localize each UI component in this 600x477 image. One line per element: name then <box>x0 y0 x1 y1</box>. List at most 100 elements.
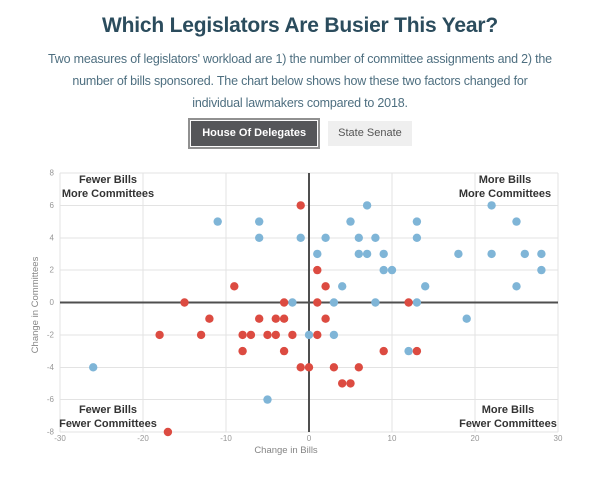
data-point-blue[interactable] <box>454 249 463 259</box>
data-point-blue[interactable] <box>537 249 546 259</box>
x-tick-label: 0 <box>307 434 312 443</box>
chamber-toggle: House Of Delegates State Senate <box>0 118 600 148</box>
data-point-blue[interactable] <box>520 249 529 259</box>
x-tick-label: -30 <box>54 434 66 443</box>
data-point-red[interactable] <box>296 201 305 210</box>
y-tick-label: 8 <box>50 169 55 178</box>
scatter-chart: -30 -20 -10 0 10 20 30 -8 -6 -4 -2 0 2 4 6 8 Change in B… <box>0 164 600 464</box>
data-point-red[interactable] <box>271 314 280 323</box>
x-tick-label: 10 <box>388 434 397 443</box>
zero-axes <box>60 173 558 432</box>
data-point-blue[interactable] <box>296 233 305 242</box>
subtitle-line-2: number of bills sponsored. The chart bel… <box>72 74 528 88</box>
series-red <box>155 201 422 437</box>
data-point-red[interactable] <box>230 282 239 291</box>
state-senate-button[interactable]: State Senate <box>328 120 412 146</box>
svg-text:More Committees: More Committees <box>62 188 154 200</box>
data-point-red[interactable] <box>238 346 247 356</box>
data-point-red[interactable] <box>304 363 314 372</box>
data-point-red[interactable] <box>296 363 305 372</box>
svg-text:More Bills: More Bills <box>482 404 535 416</box>
data-point-blue[interactable] <box>512 217 521 226</box>
data-point-red[interactable] <box>329 363 339 372</box>
data-point-red[interactable] <box>163 427 173 437</box>
data-point-blue[interactable] <box>362 201 372 210</box>
data-point-blue[interactable] <box>313 249 322 259</box>
data-point-red[interactable] <box>196 330 206 340</box>
quadrant-label-top-left: Fewer Bills More Committees <box>62 174 154 200</box>
data-point-blue[interactable] <box>346 217 355 226</box>
data-point-red[interactable] <box>404 298 413 307</box>
data-point-red[interactable] <box>338 379 347 388</box>
data-point-blue[interactable] <box>379 249 388 259</box>
x-tick-label: 30 <box>554 434 563 443</box>
page-root: Which Legislators Are Busier This Year? … <box>0 14 600 477</box>
data-point-blue[interactable] <box>329 330 339 340</box>
x-tick-label: 20 <box>471 434 480 443</box>
y-tick-label: 6 <box>50 201 55 210</box>
data-point-blue[interactable] <box>354 233 363 242</box>
data-point-red[interactable] <box>255 314 264 323</box>
data-point-red[interactable] <box>246 330 256 340</box>
data-point-red[interactable] <box>238 330 247 340</box>
data-point-red[interactable] <box>263 330 272 340</box>
y-tick-label: 4 <box>50 233 55 242</box>
data-point-blue[interactable] <box>338 282 347 291</box>
x-axis-label: Change in Bills <box>254 445 318 456</box>
data-point-blue[interactable] <box>329 298 339 307</box>
data-point-red[interactable] <box>313 265 322 275</box>
data-point-blue[interactable] <box>462 314 471 323</box>
data-point-blue[interactable] <box>412 298 422 307</box>
data-point-red[interactable] <box>279 298 289 307</box>
data-point-red[interactable] <box>205 314 214 323</box>
data-point-blue[interactable] <box>371 233 380 242</box>
data-point-red[interactable] <box>313 298 322 307</box>
data-point-blue[interactable] <box>288 298 297 307</box>
data-point-blue[interactable] <box>487 249 496 259</box>
svg-text:Fewer Bills: Fewer Bills <box>79 174 137 186</box>
data-point-blue[interactable] <box>321 233 330 242</box>
y-tick-label: -8 <box>47 428 55 437</box>
data-point-blue[interactable] <box>379 265 388 275</box>
data-point-blue[interactable] <box>263 395 272 404</box>
data-point-red[interactable] <box>271 330 280 340</box>
data-point-red[interactable] <box>180 298 189 307</box>
data-point-red[interactable] <box>288 330 297 340</box>
svg-text:Fewer Committees: Fewer Committees <box>459 418 557 430</box>
data-point-blue[interactable] <box>404 346 413 356</box>
data-point-blue[interactable] <box>255 217 264 226</box>
data-point-red[interactable] <box>412 346 422 356</box>
house-of-delegates-button[interactable]: House Of Delegates <box>191 120 318 146</box>
y-tick-label: -2 <box>47 330 55 339</box>
data-point-red[interactable] <box>279 314 289 323</box>
data-point-blue[interactable] <box>255 233 264 242</box>
data-point-blue[interactable] <box>512 282 521 291</box>
data-point-blue[interactable] <box>304 330 314 340</box>
data-point-blue[interactable] <box>213 217 222 226</box>
data-point-blue[interactable] <box>537 265 546 275</box>
data-point-red[interactable] <box>321 282 330 291</box>
data-point-red[interactable] <box>379 346 388 356</box>
quadrant-label-bottom-right: More Bills Fewer Committees <box>459 404 557 430</box>
data-point-red[interactable] <box>321 314 330 323</box>
y-axis-label: Change in Committees <box>30 256 41 353</box>
data-point-red[interactable] <box>354 363 363 372</box>
data-point-blue[interactable] <box>354 249 363 259</box>
data-point-blue[interactable] <box>362 249 372 259</box>
data-point-blue[interactable] <box>421 282 430 291</box>
data-point-red[interactable] <box>346 379 355 388</box>
data-point-red[interactable] <box>313 330 322 340</box>
data-point-blue[interactable] <box>412 217 422 226</box>
data-point-blue[interactable] <box>387 265 397 275</box>
data-point-blue[interactable] <box>89 363 98 372</box>
x-tick-label: -20 <box>137 434 149 443</box>
data-point-blue[interactable] <box>371 298 380 307</box>
series-blue <box>89 201 546 404</box>
data-point-blue[interactable] <box>487 201 496 210</box>
data-point-red[interactable] <box>155 330 164 340</box>
data-point-blue[interactable] <box>412 233 422 242</box>
data-point-red[interactable] <box>279 346 289 356</box>
subtitle-line-1: Two measures of legislators' workload ar… <box>48 52 552 66</box>
